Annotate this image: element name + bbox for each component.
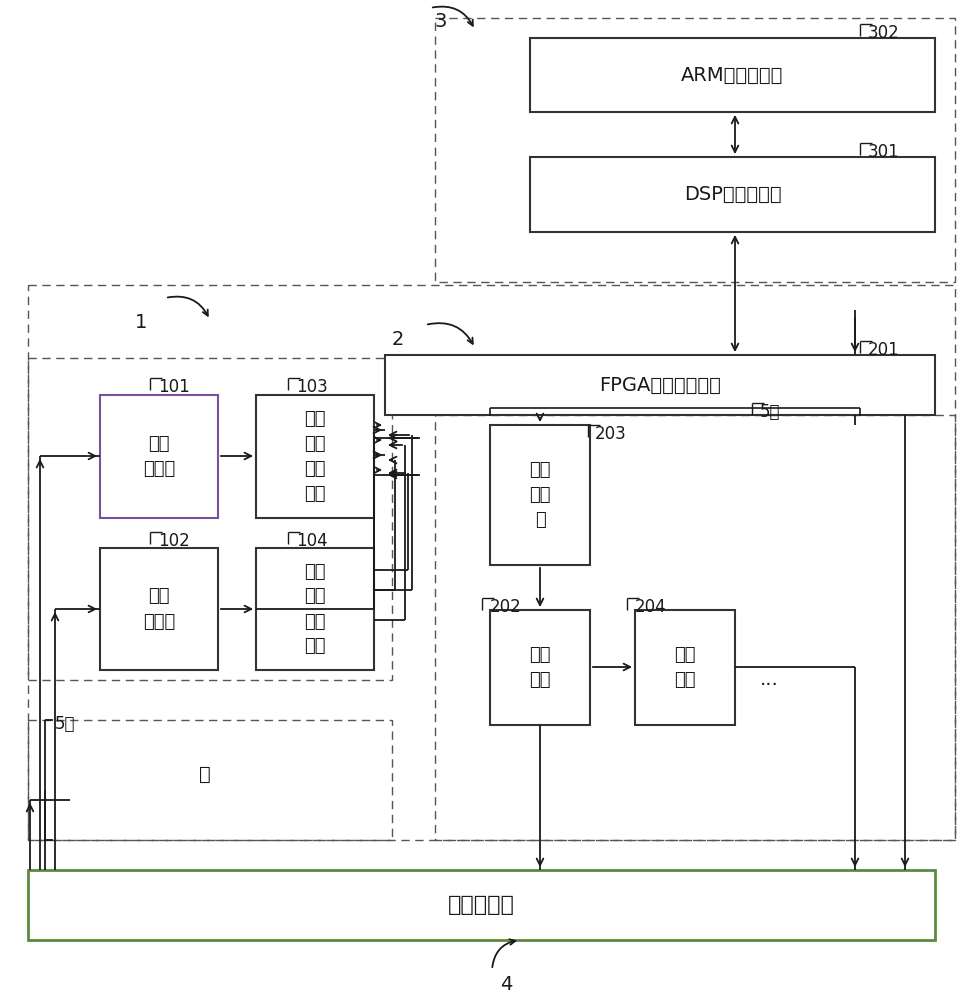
Text: FPGA底层控制芯片: FPGA底层控制芯片: [599, 375, 721, 394]
Text: 康复机械手: 康复机械手: [448, 895, 515, 915]
Text: 202: 202: [490, 598, 522, 616]
Text: 力矩
传感器: 力矩 传感器: [143, 435, 175, 478]
Bar: [100, 395, 218, 518]
Text: 3: 3: [435, 12, 447, 31]
Text: 103: 103: [296, 378, 327, 396]
Text: ...: ...: [760, 670, 779, 689]
Text: 302: 302: [868, 24, 900, 42]
Text: 电机
驱动
器: 电机 驱动 器: [529, 461, 550, 529]
Bar: [530, 157, 935, 232]
Text: 直流
电机: 直流 电机: [529, 646, 550, 689]
Text: 5套: 5套: [55, 715, 76, 733]
Text: 5套: 5套: [760, 403, 780, 421]
Text: 2: 2: [392, 330, 404, 349]
Text: ：: ：: [199, 765, 211, 784]
Text: 101: 101: [158, 378, 190, 396]
Bar: [256, 548, 374, 670]
Bar: [28, 285, 955, 840]
Text: 1: 1: [135, 313, 147, 332]
Text: 位置
传感器: 位置 传感器: [143, 587, 175, 631]
Bar: [490, 610, 590, 725]
Bar: [435, 18, 955, 282]
Bar: [256, 395, 374, 518]
Text: 203: 203: [595, 425, 626, 443]
Text: 201: 201: [868, 341, 900, 359]
Bar: [635, 610, 735, 725]
Bar: [530, 38, 935, 112]
Text: 301: 301: [868, 143, 900, 161]
Bar: [490, 425, 590, 565]
Bar: [435, 415, 955, 840]
Text: 磁编
码器: 磁编 码器: [674, 646, 695, 689]
Text: 102: 102: [158, 532, 190, 550]
Text: 204: 204: [635, 598, 666, 616]
Bar: [385, 355, 935, 415]
Text: 位置
信号
放大
电路: 位置 信号 放大 电路: [304, 562, 325, 656]
Bar: [28, 720, 392, 840]
Bar: [28, 358, 392, 680]
Text: 4: 4: [500, 975, 512, 994]
Bar: [100, 548, 218, 670]
Text: 104: 104: [296, 532, 327, 550]
Bar: [28, 870, 935, 940]
Text: 力矩
信号
放大
电路: 力矩 信号 放大 电路: [304, 410, 325, 503]
Text: ARM嵌入式模块: ARM嵌入式模块: [681, 66, 784, 85]
Text: DSP嵌入式模块: DSP嵌入式模块: [684, 185, 781, 204]
